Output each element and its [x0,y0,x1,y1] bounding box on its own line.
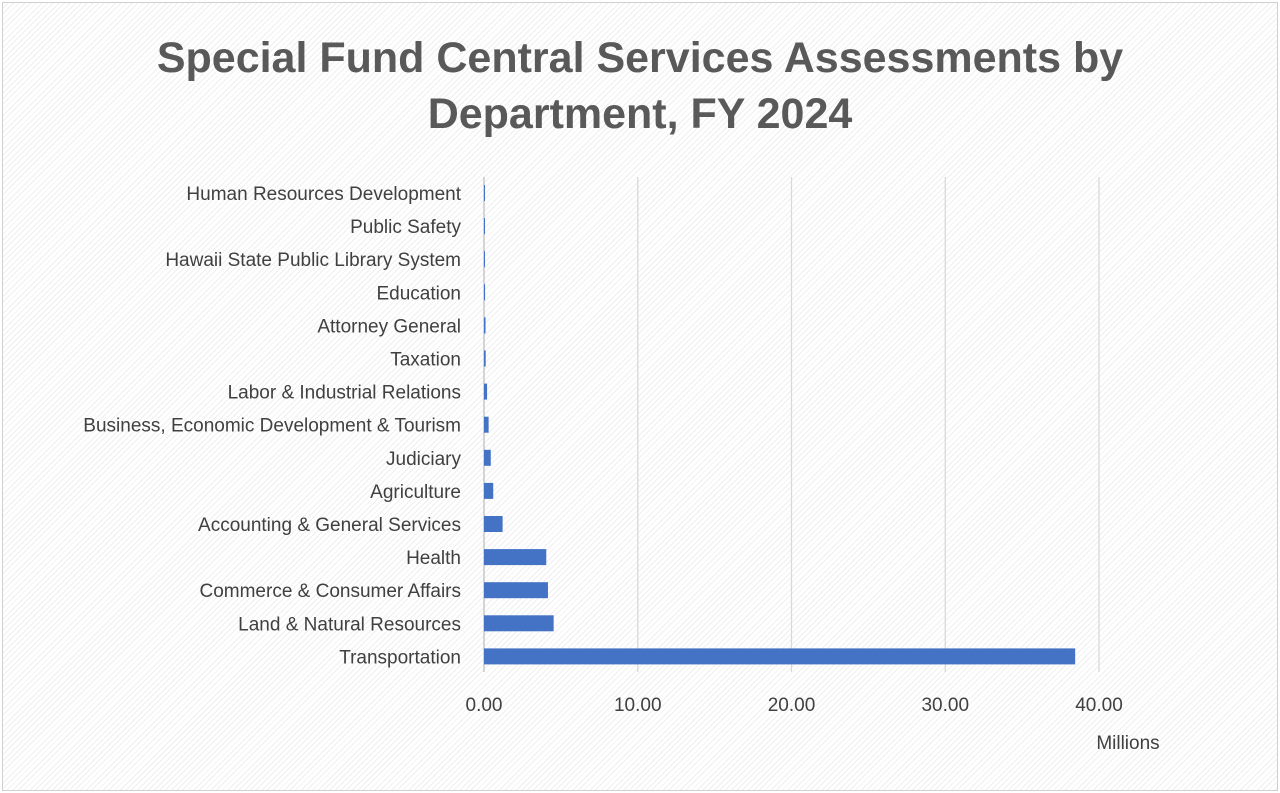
x-tick-label: 20.00 [768,695,816,716]
bar [484,516,503,532]
category-label: Labor & Industrial Relations [228,383,461,404]
category-label: Commerce & Consumer Affairs [199,581,461,602]
category-label: Business, Economic Development & Tourism [83,416,461,437]
bar [484,582,548,599]
category-label: Transportation [339,647,461,668]
bar [484,549,547,566]
x-tick-label: 0.00 [466,695,503,716]
category-label: Public Safety [350,217,461,238]
bar [484,615,554,632]
x-tick-label: 40.00 [1075,695,1123,716]
bar [484,350,486,367]
bar [484,449,491,466]
bar [484,218,485,235]
category-label: Judiciary [386,449,461,470]
bar [484,251,485,268]
x-tick-label: 30.00 [921,695,969,716]
bar [484,648,1076,665]
bar [484,482,494,499]
x-axis-title: Millions [1096,733,1159,754]
category-label: Education [376,283,461,304]
category-label: Health [406,548,461,569]
bar [484,185,485,201]
category-label: Attorney General [317,316,461,337]
x-tick-label: 10.00 [614,695,662,716]
bar [484,416,489,433]
category-label: Agriculture [370,482,461,503]
bar [484,284,486,301]
category-label: Land & Natural Resources [238,614,461,635]
category-label: Hawaii State Public Library System [165,250,461,271]
bar [484,317,486,334]
category-label: Taxation [390,350,461,371]
chart-title: Special Fund Central Services Assessment… [0,30,1280,142]
chart-title-line-2: Department, FY 2024 [427,90,853,138]
category-label: Human Resources Development [186,184,461,205]
chart-title-line-1: Special Fund Central Services Assessment… [156,34,1124,82]
bar [484,383,488,400]
category-label: Accounting & General Services [198,515,461,536]
